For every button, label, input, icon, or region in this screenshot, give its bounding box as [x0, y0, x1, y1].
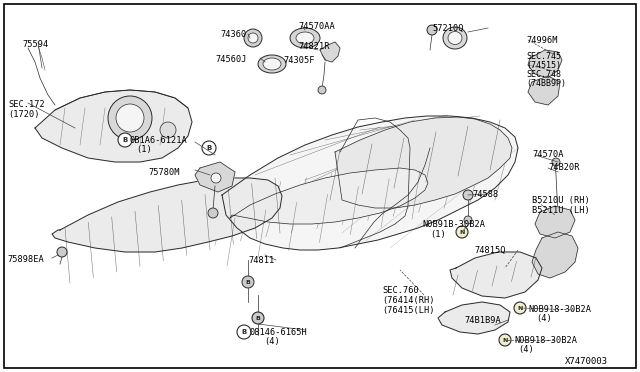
- Text: 75780M: 75780M: [148, 168, 179, 177]
- Circle shape: [252, 312, 264, 324]
- Text: B5210U (RH): B5210U (RH): [532, 196, 589, 205]
- Text: N0B918-30B2A: N0B918-30B2A: [528, 305, 591, 314]
- Polygon shape: [528, 50, 562, 78]
- Text: (4): (4): [264, 337, 280, 346]
- Text: SEC.760: SEC.760: [382, 286, 419, 295]
- Text: 74811: 74811: [248, 256, 275, 265]
- Ellipse shape: [263, 58, 281, 70]
- Text: 74821R: 74821R: [298, 42, 330, 51]
- Text: (4): (4): [518, 345, 534, 354]
- Circle shape: [160, 122, 176, 138]
- Polygon shape: [320, 42, 340, 62]
- Text: (74BB9P): (74BB9P): [526, 79, 566, 88]
- Polygon shape: [195, 162, 235, 192]
- Text: X7470003: X7470003: [565, 357, 608, 366]
- Ellipse shape: [296, 32, 314, 44]
- Text: B: B: [246, 279, 250, 285]
- Polygon shape: [532, 232, 578, 278]
- Text: N0B91B-30B2A: N0B91B-30B2A: [422, 220, 485, 229]
- Text: N0B918-30B2A: N0B918-30B2A: [514, 336, 577, 345]
- Circle shape: [211, 173, 221, 183]
- Text: SEC.172: SEC.172: [8, 100, 45, 109]
- Circle shape: [108, 96, 152, 140]
- Text: 74815Q: 74815Q: [474, 246, 506, 255]
- Polygon shape: [438, 302, 510, 334]
- Polygon shape: [222, 116, 518, 250]
- Circle shape: [514, 302, 526, 314]
- Text: 08146-6165H: 08146-6165H: [250, 328, 308, 337]
- Text: (1): (1): [136, 145, 152, 154]
- Text: (1): (1): [430, 230, 445, 239]
- Circle shape: [242, 276, 254, 288]
- Circle shape: [237, 325, 251, 339]
- Text: (76414(RH): (76414(RH): [382, 296, 435, 305]
- Text: (4): (4): [536, 314, 552, 323]
- Text: N: N: [460, 230, 465, 234]
- Text: 74360: 74360: [220, 30, 246, 39]
- Text: B: B: [206, 145, 212, 151]
- Circle shape: [248, 33, 258, 43]
- Circle shape: [118, 133, 132, 147]
- Text: 0B1A6-6121A: 0B1A6-6121A: [130, 136, 188, 145]
- Polygon shape: [535, 206, 575, 238]
- Ellipse shape: [258, 55, 286, 73]
- Circle shape: [202, 141, 216, 155]
- Ellipse shape: [448, 32, 462, 45]
- Text: B: B: [241, 329, 246, 335]
- Circle shape: [244, 29, 262, 47]
- Circle shape: [552, 158, 560, 166]
- Text: B: B: [255, 315, 260, 321]
- Circle shape: [427, 25, 437, 35]
- Text: 74570A: 74570A: [532, 150, 563, 159]
- Text: 74305F: 74305F: [283, 56, 314, 65]
- Polygon shape: [528, 76, 560, 105]
- Text: 74588: 74588: [472, 190, 499, 199]
- Circle shape: [57, 247, 67, 257]
- Polygon shape: [230, 168, 428, 224]
- Polygon shape: [35, 90, 192, 162]
- Text: SEC.748: SEC.748: [526, 70, 561, 79]
- Text: 74570AA: 74570AA: [298, 22, 335, 31]
- Text: 74B20R: 74B20R: [548, 163, 579, 172]
- Circle shape: [116, 104, 144, 132]
- Polygon shape: [52, 178, 282, 252]
- Circle shape: [464, 216, 472, 224]
- Circle shape: [456, 226, 468, 238]
- Text: N: N: [502, 337, 508, 343]
- Text: 75898EA: 75898EA: [7, 255, 44, 264]
- Text: 74B1B9A: 74B1B9A: [464, 316, 500, 325]
- Text: 74996M: 74996M: [526, 36, 557, 45]
- Text: 75594: 75594: [22, 40, 48, 49]
- Circle shape: [318, 86, 326, 94]
- Circle shape: [463, 190, 473, 200]
- Circle shape: [499, 334, 511, 346]
- Ellipse shape: [290, 28, 320, 48]
- Polygon shape: [450, 252, 542, 298]
- Text: (1720): (1720): [8, 110, 40, 119]
- Text: SEC.745: SEC.745: [526, 52, 561, 61]
- Text: (74515): (74515): [526, 61, 561, 70]
- Text: B: B: [122, 137, 127, 143]
- Ellipse shape: [443, 27, 467, 49]
- Text: B5211U (LH): B5211U (LH): [532, 206, 589, 215]
- Polygon shape: [335, 117, 512, 208]
- Text: 74560J: 74560J: [215, 55, 246, 64]
- Text: (76415(LH): (76415(LH): [382, 306, 435, 315]
- Circle shape: [208, 208, 218, 218]
- Text: 57210Q: 57210Q: [432, 24, 463, 33]
- Text: N: N: [517, 305, 523, 311]
